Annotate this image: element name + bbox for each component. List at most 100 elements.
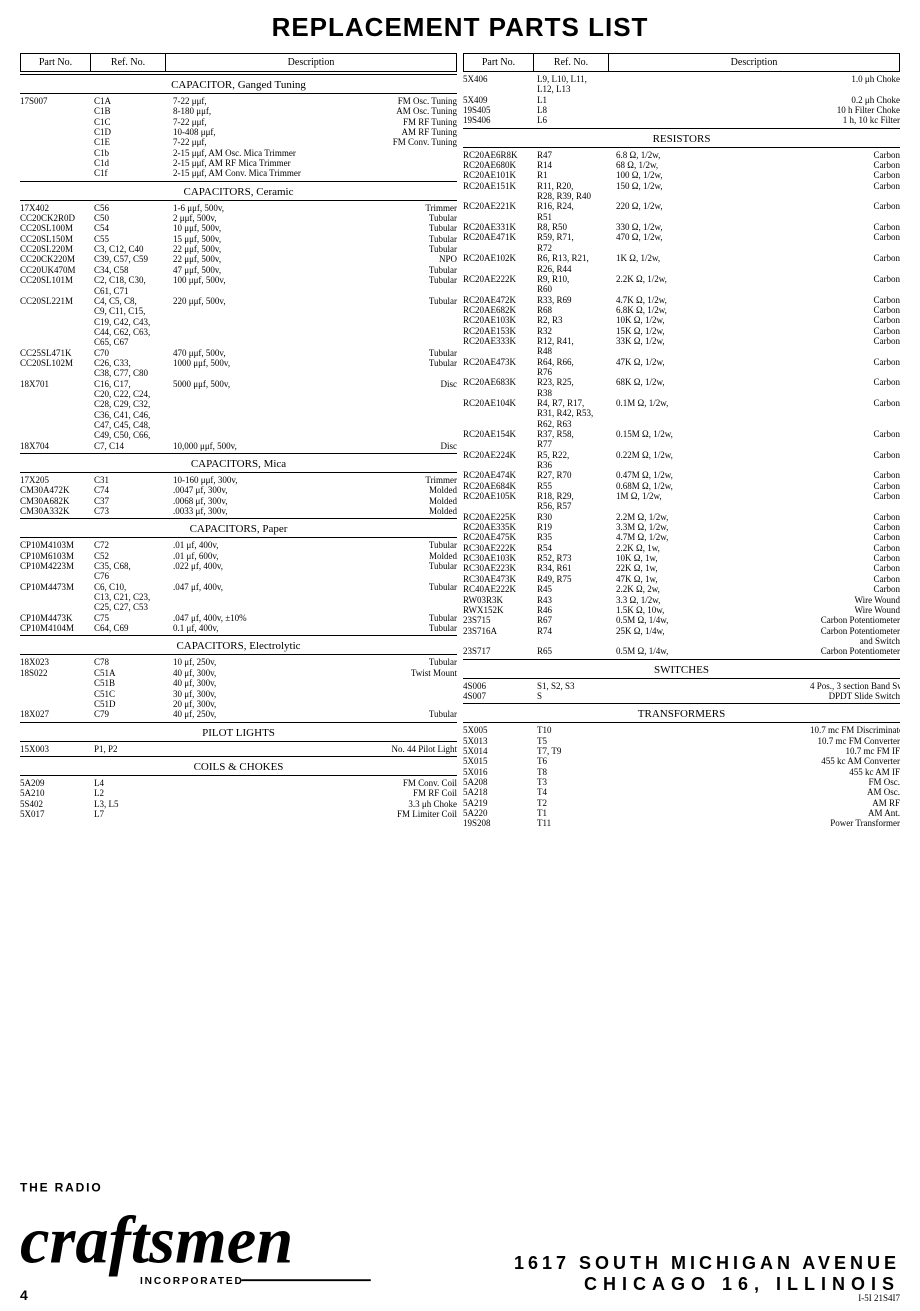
cell-type — [810, 264, 900, 274]
cell-type: Carbon — [810, 522, 900, 532]
cell-desc: .01 μf, 400v, — [173, 540, 363, 550]
cell-refno: T10 — [537, 725, 612, 735]
cell-partno: CC20SL221M — [20, 296, 90, 306]
cell-desc: 10K Ω, 1w, — [616, 553, 806, 563]
cell-refno: R48 — [537, 346, 612, 356]
cell-partno — [20, 368, 90, 378]
cell-desc — [616, 408, 806, 418]
cell-desc: 220 μμf, 500v, — [173, 296, 363, 306]
cell-partno — [20, 158, 90, 168]
cell-type: FM Conv. Tuning — [367, 137, 457, 147]
cell-partno: 5X409 — [463, 95, 533, 105]
cell-refno: R23, R25, — [537, 377, 612, 387]
cell-partno — [463, 191, 533, 201]
cell-partno — [463, 501, 533, 511]
data-row: C49, C50, C66, — [20, 430, 457, 440]
section-heading: CAPACITORS, Ceramic — [20, 186, 457, 198]
data-row: CC25SL471KC70470 μμf, 500v,Tubular — [20, 348, 457, 358]
cell-refno: R67 — [537, 615, 612, 625]
data-row: 5A218T4AM Osc. — [463, 787, 900, 797]
data-row: 5A210L2FM RF Coil — [20, 788, 457, 798]
cell-type: and Switch — [810, 636, 900, 646]
data-row: R31, R42, R53, — [463, 408, 900, 418]
cell-partno — [463, 408, 533, 418]
cell-partno: RC20AE225K — [463, 512, 533, 522]
cell-refno — [537, 636, 612, 646]
cell-partno: CC25SL471K — [20, 348, 90, 358]
data-row: 5X015T6455 kc AM Converter — [463, 756, 900, 766]
data-row: RC20AE154KR37, R58,0.15M Ω, 1/2w,Carbon — [463, 429, 900, 439]
data-row: 23S715R670.5M Ω, 1/4w,Carbon Potentiomet… — [463, 615, 900, 625]
cell-desc: 10-408 μμf, — [173, 127, 363, 137]
cell-type: Carbon — [810, 201, 900, 211]
address-block: 1617 SOUTH MICHIGAN AVENUE CHICAGO 16, I… — [514, 1253, 900, 1295]
cell-desc — [616, 74, 806, 84]
cell-type: FM Osc. — [810, 777, 900, 787]
cell-refno: C65, C67 — [94, 337, 169, 347]
data-row: RC20AE475KR354.7M Ω, 1/2w,Carbon — [463, 532, 900, 542]
cell-partno: RC20AE105K — [463, 491, 533, 501]
cell-desc — [173, 430, 363, 440]
cell-refno: T7, T9 — [537, 746, 612, 756]
cell-type: Carbon — [810, 336, 900, 346]
data-row: RW03R3KR433.3 Ω, 1/2w,Wire Wound — [463, 595, 900, 605]
cell-desc: 22K Ω, 1w, — [616, 563, 806, 573]
cell-type: Carbon — [810, 512, 900, 522]
data-row: C1f2-15 μμf, AM Conv. Mica Trimmer — [20, 168, 457, 178]
cell-refno: R77 — [537, 439, 612, 449]
cell-refno: R19 — [537, 522, 612, 532]
cell-refno: C44, C62, C63, — [94, 327, 169, 337]
cell-refno: C79 — [94, 709, 169, 719]
cell-refno: C4, C5, C8, — [94, 296, 169, 306]
data-row: CC20SL220MC3, C12, C4022 μμf, 500v,Tubul… — [20, 244, 457, 254]
cell-desc: .022 μf, 400v, — [173, 561, 363, 571]
cell-partno: 17X205 — [20, 475, 90, 485]
data-row: R60 — [463, 284, 900, 294]
cell-partno — [20, 399, 90, 409]
cell-refno: C51D — [94, 699, 169, 709]
data-row: CM30A472KC74.0047 μf, 300v,Molded — [20, 485, 457, 495]
data-row: RC20AE474KR27, R700.47M Ω, 1/2w,Carbon — [463, 470, 900, 480]
cell-desc: 40 μf, 300v, — [173, 678, 363, 688]
data-row: RC30AE223KR34, R6122K Ω, 1w,Carbon — [463, 563, 900, 573]
data-row: C51D20 μf, 300v, — [20, 699, 457, 709]
data-row: C51B40 μf, 300v, — [20, 678, 457, 688]
cell-refno: R33, R69 — [537, 295, 612, 305]
data-row: RC20AE335KR193.3M Ω, 1/2w,Carbon — [463, 522, 900, 532]
cell-desc — [173, 410, 363, 420]
cell-partno — [20, 337, 90, 347]
data-row: C1D10-408 μμf,AM RF Tuning — [20, 127, 457, 137]
cell-refno: R60 — [537, 284, 612, 294]
cell-partno — [20, 168, 90, 178]
data-row: 5X017L7FM Limiter Coil — [20, 809, 457, 819]
cell-desc: .0047 μf, 300v, — [173, 485, 363, 495]
cell-partno: 5X013 — [463, 736, 533, 746]
cell-type: Twist Mount — [367, 668, 457, 678]
cell-type: AM Ant. — [810, 808, 900, 818]
cell-desc: 47 μμf, 500v, — [173, 265, 363, 275]
cell-refno: T6 — [537, 756, 612, 766]
cell-type — [810, 346, 900, 356]
cell-partno — [20, 327, 90, 337]
cell-type: Carbon — [810, 481, 900, 491]
data-row: CC20SL101MC2, C18, C30,100 μμf, 500v,Tub… — [20, 275, 457, 285]
cell-partno: 19S406 — [463, 115, 533, 125]
cell-desc — [173, 809, 363, 819]
section-heading: COILS & CHOKES — [20, 761, 457, 773]
cell-refno: R28, R39, R40 — [537, 191, 612, 201]
cell-refno: L8 — [537, 105, 612, 115]
cell-type: 455 kc AM Converter — [810, 756, 900, 766]
cell-desc — [616, 798, 806, 808]
cell-desc: 220 Ω, 1/2w, — [616, 201, 806, 211]
cell-type: Power Transformer — [810, 818, 900, 828]
data-row: CM30A332KC73.0033 μf, 300v,Molded — [20, 506, 457, 516]
data-row: RC20AE102KR6, R13, R21,1K Ω, 1/2w,Carbon — [463, 253, 900, 263]
cell-refno: C26, C33, — [94, 358, 169, 368]
data-row: L12, L13 — [463, 84, 900, 94]
data-row: 4S007SDPDT Slide Switch — [463, 691, 900, 701]
cell-partno: 4S006 — [463, 681, 533, 691]
cell-desc: .047 μf, 400v, ±10% — [173, 613, 363, 623]
cell-refno: C25, C27, C53 — [94, 602, 169, 612]
cell-partno: 18X027 — [20, 709, 90, 719]
cell-type: Carbon — [810, 357, 900, 367]
